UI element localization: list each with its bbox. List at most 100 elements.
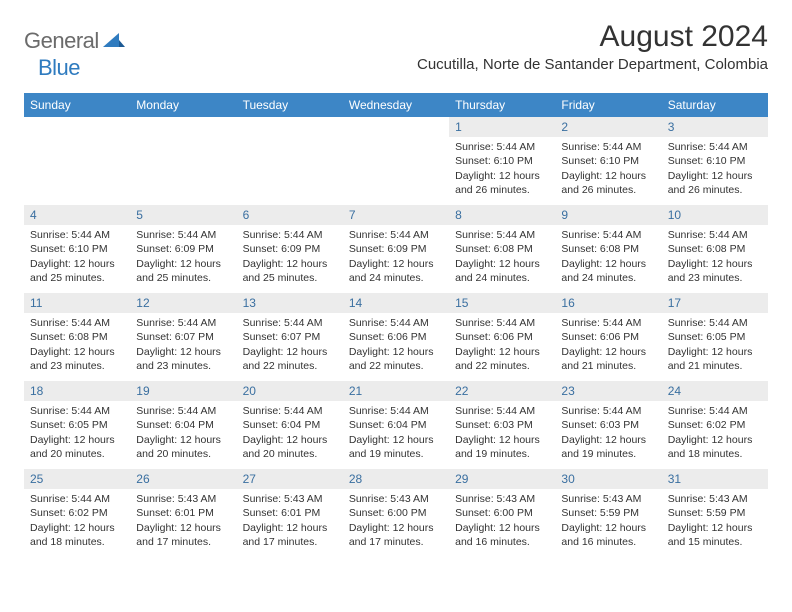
calendar-day-cell: 13Sunrise: 5:44 AMSunset: 6:07 PMDayligh… <box>237 293 343 381</box>
day-number: 4 <box>24 205 130 225</box>
day-number: 16 <box>555 293 661 313</box>
daylight-line-1: Daylight: 12 hours <box>561 257 655 271</box>
day-number: 11 <box>24 293 130 313</box>
calendar-week-row: 1Sunrise: 5:44 AMSunset: 6:10 PMDaylight… <box>24 117 768 205</box>
calendar-day-cell: 31Sunrise: 5:43 AMSunset: 5:59 PMDayligh… <box>662 469 768 557</box>
day-number: 14 <box>343 293 449 313</box>
daylight-line-2: and 26 minutes. <box>455 183 549 197</box>
calendar-week-row: 25Sunrise: 5:44 AMSunset: 6:02 PMDayligh… <box>24 469 768 557</box>
day-number: 24 <box>662 381 768 401</box>
logo-triangle-icon <box>103 31 125 52</box>
sunrise-line: Sunrise: 5:43 AM <box>668 492 762 506</box>
calendar-day-cell: 15Sunrise: 5:44 AMSunset: 6:06 PMDayligh… <box>449 293 555 381</box>
sunset-line: Sunset: 6:03 PM <box>455 418 549 432</box>
day-details: Sunrise: 5:44 AMSunset: 6:08 PMDaylight:… <box>662 225 768 289</box>
daylight-line-2: and 20 minutes. <box>243 447 337 461</box>
calendar-table: SundayMondayTuesdayWednesdayThursdayFrid… <box>24 93 768 557</box>
day-number: 1 <box>449 117 555 137</box>
sunset-line: Sunset: 6:09 PM <box>243 242 337 256</box>
logo-text-general: General <box>24 28 99 54</box>
dayname-header: Friday <box>555 93 661 117</box>
daylight-line-1: Daylight: 12 hours <box>30 521 124 535</box>
calendar-day-cell: 25Sunrise: 5:44 AMSunset: 6:02 PMDayligh… <box>24 469 130 557</box>
sunset-line: Sunset: 6:08 PM <box>561 242 655 256</box>
sunrise-line: Sunrise: 5:44 AM <box>349 316 443 330</box>
day-number: 22 <box>449 381 555 401</box>
sunset-line: Sunset: 6:00 PM <box>349 506 443 520</box>
daylight-line-2: and 26 minutes. <box>668 183 762 197</box>
sunset-line: Sunset: 6:06 PM <box>455 330 549 344</box>
month-title: August 2024 <box>417 20 768 54</box>
daylight-line-2: and 23 minutes. <box>30 359 124 373</box>
day-details: Sunrise: 5:44 AMSunset: 6:10 PMDaylight:… <box>24 225 130 289</box>
sunrise-line: Sunrise: 5:43 AM <box>561 492 655 506</box>
calendar-week-row: 18Sunrise: 5:44 AMSunset: 6:05 PMDayligh… <box>24 381 768 469</box>
daylight-line-2: and 20 minutes. <box>30 447 124 461</box>
daylight-line-1: Daylight: 12 hours <box>30 345 124 359</box>
daylight-line-2: and 25 minutes. <box>136 271 230 285</box>
daylight-line-2: and 15 minutes. <box>668 535 762 549</box>
daylight-line-2: and 18 minutes. <box>668 447 762 461</box>
daylight-line-1: Daylight: 12 hours <box>349 257 443 271</box>
sunset-line: Sunset: 6:04 PM <box>349 418 443 432</box>
daylight-line-2: and 24 minutes. <box>349 271 443 285</box>
sunrise-line: Sunrise: 5:44 AM <box>349 228 443 242</box>
daylight-line-2: and 23 minutes. <box>136 359 230 373</box>
calendar-day-cell: 8Sunrise: 5:44 AMSunset: 6:08 PMDaylight… <box>449 205 555 293</box>
sunset-line: Sunset: 6:09 PM <box>349 242 443 256</box>
day-details: Sunrise: 5:44 AMSunset: 6:08 PMDaylight:… <box>555 225 661 289</box>
day-details: Sunrise: 5:44 AMSunset: 6:07 PMDaylight:… <box>130 313 236 377</box>
logo-text-blue: Blue <box>38 55 80 80</box>
calendar-day-cell: 27Sunrise: 5:43 AMSunset: 6:01 PMDayligh… <box>237 469 343 557</box>
daylight-line-2: and 26 minutes. <box>561 183 655 197</box>
day-number: 13 <box>237 293 343 313</box>
sunrise-line: Sunrise: 5:44 AM <box>668 228 762 242</box>
day-details: Sunrise: 5:44 AMSunset: 6:05 PMDaylight:… <box>24 401 130 465</box>
calendar-day-cell <box>237 117 343 205</box>
day-number: 12 <box>130 293 236 313</box>
sunrise-line: Sunrise: 5:43 AM <box>136 492 230 506</box>
day-number: 7 <box>343 205 449 225</box>
daylight-line-2: and 19 minutes. <box>349 447 443 461</box>
dayname-row: SundayMondayTuesdayWednesdayThursdayFrid… <box>24 93 768 117</box>
sunrise-line: Sunrise: 5:44 AM <box>455 140 549 154</box>
daylight-line-1: Daylight: 12 hours <box>455 257 549 271</box>
day-number: 6 <box>237 205 343 225</box>
day-number: 21 <box>343 381 449 401</box>
daylight-line-2: and 25 minutes. <box>30 271 124 285</box>
sunset-line: Sunset: 6:07 PM <box>243 330 337 344</box>
daylight-line-2: and 19 minutes. <box>561 447 655 461</box>
day-details: Sunrise: 5:44 AMSunset: 6:06 PMDaylight:… <box>449 313 555 377</box>
dayname-header: Sunday <box>24 93 130 117</box>
sunrise-line: Sunrise: 5:44 AM <box>349 404 443 418</box>
sunrise-line: Sunrise: 5:44 AM <box>243 228 337 242</box>
sunset-line: Sunset: 6:06 PM <box>349 330 443 344</box>
day-details: Sunrise: 5:44 AMSunset: 6:04 PMDaylight:… <box>343 401 449 465</box>
daylight-line-1: Daylight: 12 hours <box>455 345 549 359</box>
sunset-line: Sunset: 6:02 PM <box>668 418 762 432</box>
sunset-line: Sunset: 6:08 PM <box>30 330 124 344</box>
dayname-header: Monday <box>130 93 236 117</box>
day-details: Sunrise: 5:44 AMSunset: 6:06 PMDaylight:… <box>555 313 661 377</box>
sunset-line: Sunset: 6:05 PM <box>668 330 762 344</box>
daylight-line-1: Daylight: 12 hours <box>136 521 230 535</box>
day-details: Sunrise: 5:44 AMSunset: 6:07 PMDaylight:… <box>237 313 343 377</box>
calendar-week-row: 4Sunrise: 5:44 AMSunset: 6:10 PMDaylight… <box>24 205 768 293</box>
daylight-line-1: Daylight: 12 hours <box>561 433 655 447</box>
calendar-day-cell: 2Sunrise: 5:44 AMSunset: 6:10 PMDaylight… <box>555 117 661 205</box>
sunrise-line: Sunrise: 5:44 AM <box>561 140 655 154</box>
day-number: 18 <box>24 381 130 401</box>
daylight-line-2: and 24 minutes. <box>561 271 655 285</box>
calendar-day-cell: 1Sunrise: 5:44 AMSunset: 6:10 PMDaylight… <box>449 117 555 205</box>
day-number: 30 <box>555 469 661 489</box>
daylight-line-2: and 17 minutes. <box>349 535 443 549</box>
daylight-line-1: Daylight: 12 hours <box>668 169 762 183</box>
sunrise-line: Sunrise: 5:44 AM <box>30 316 124 330</box>
day-details: Sunrise: 5:44 AMSunset: 6:06 PMDaylight:… <box>343 313 449 377</box>
daylight-line-2: and 16 minutes. <box>561 535 655 549</box>
daylight-line-1: Daylight: 12 hours <box>30 257 124 271</box>
daylight-line-2: and 25 minutes. <box>243 271 337 285</box>
sunset-line: Sunset: 6:08 PM <box>455 242 549 256</box>
day-details: Sunrise: 5:44 AMSunset: 6:04 PMDaylight:… <box>130 401 236 465</box>
day-number: 28 <box>343 469 449 489</box>
